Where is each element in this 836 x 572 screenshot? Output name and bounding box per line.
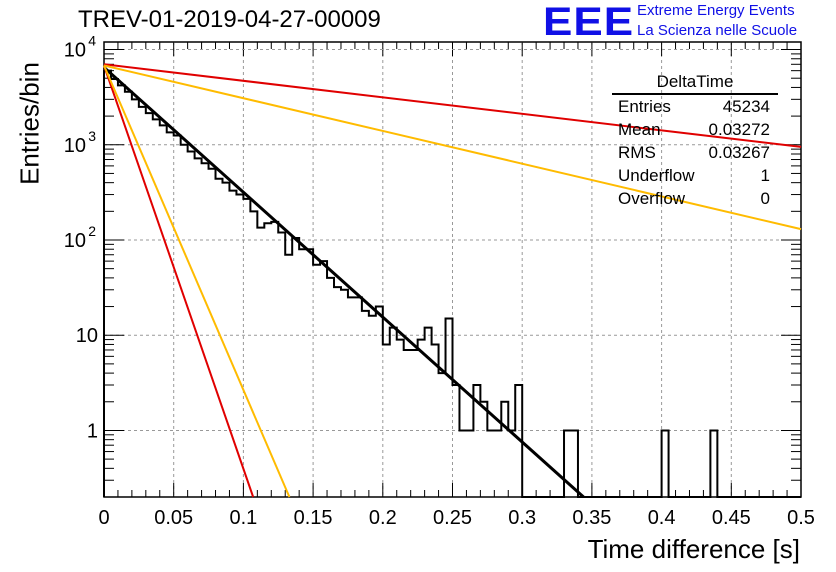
stats-row-mean: Mean 0.03272 [612, 118, 778, 141]
x-tick-label: 0.1 [229, 507, 257, 529]
fit-curve-0 [102, 66, 585, 499]
stats-label: Entries [618, 97, 671, 116]
stats-value: 45234 [722, 97, 770, 116]
x-tick-label: 0 [98, 507, 109, 529]
stats-value: 1 [760, 166, 770, 185]
fit-curve-3 [103, 65, 255, 498]
fit-curve-2 [103, 64, 802, 231]
stats-value: 0 [760, 189, 770, 208]
x-tick-label: 0.5 [787, 507, 815, 529]
stats-box: DeltaTime Entries 45234 Mean 0.03272 RMS… [612, 71, 778, 210]
stats-row-entries: Entries 45234 [612, 95, 778, 118]
y-tick-label: 10 [64, 135, 86, 157]
x-tick-label: 0.15 [294, 507, 333, 529]
x-tick-label: 0.25 [433, 507, 472, 529]
stats-row-overflow: Overflow 0 [612, 187, 778, 210]
fit-curve-1 [103, 63, 802, 148]
stats-value: 0.03272 [708, 120, 770, 139]
x-tick-label: 0.45 [712, 507, 751, 529]
y-axis-label: Entries/bin [14, 62, 45, 185]
stats-row-rms: RMS 0.03267 [612, 141, 778, 164]
stats-label: Mean [618, 120, 661, 139]
stats-label: Underflow [618, 166, 695, 185]
y-tick-exponent: 3 [88, 128, 96, 144]
logo-line-2: La Scienza nelle Scuole [637, 22, 798, 39]
fit-curve-4 [103, 65, 291, 498]
x-tick-label: 0.3 [508, 507, 536, 529]
x-tick-label: 0.2 [369, 507, 397, 529]
y-tick-exponent: 2 [88, 223, 96, 239]
chart-title: TREV-01-2019-04-27-00009 [78, 6, 381, 33]
x-tick-label: 0.35 [572, 507, 611, 529]
stats-title: DeltaTime [612, 71, 778, 95]
eee-logo: EEE [543, 0, 635, 45]
y-tick-label: 10 [64, 40, 86, 62]
y-tick-label: 1 [87, 420, 98, 442]
x-axis-label: Time difference [s] [587, 534, 800, 564]
y-tick-label: 10 [64, 230, 86, 252]
y-tick-exponent: 4 [88, 33, 96, 49]
x-tick-label: 0.4 [648, 507, 676, 529]
x-tick-label: 0.05 [154, 507, 193, 529]
logo-line-1: Extreme Energy Events [637, 2, 795, 19]
stats-label: RMS [618, 143, 656, 162]
histogram-bars [103, 69, 801, 498]
stats-label: Overflow [618, 189, 686, 208]
stats-value: 0.03267 [708, 143, 770, 162]
y-tick-label: 10 [76, 325, 98, 347]
stats-row-underflow: Underflow 1 [612, 164, 778, 187]
